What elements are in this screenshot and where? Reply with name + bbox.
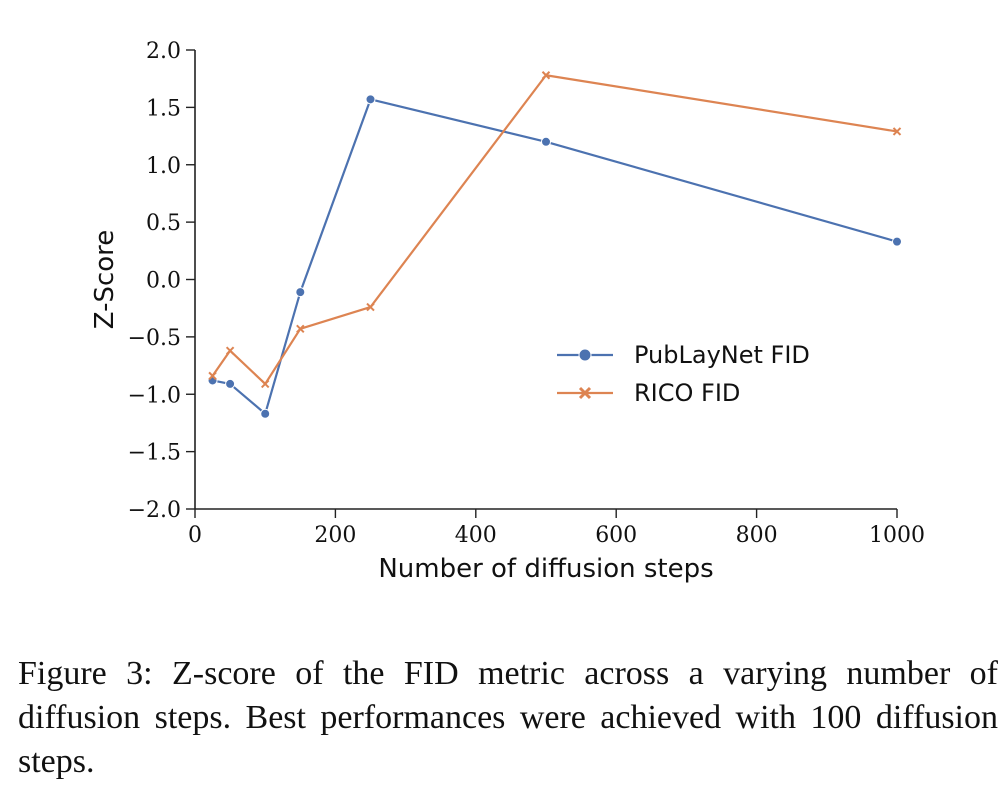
data-point [208,371,217,381]
y-tick-label: −1.0 [128,383,181,408]
y-axis-label: Z-Score [90,230,120,330]
data-point [541,136,551,147]
series-layer [207,71,902,419]
y-tick-label: 2.0 [146,39,181,64]
y-tick-label: −1.5 [128,441,181,466]
data-point [207,375,218,386]
x-tick-label: 1000 [869,523,925,548]
data-point [541,71,551,80]
legend-marker [578,348,592,362]
data-point [892,236,902,247]
x-tick-label: 200 [314,523,356,548]
series-line [211,74,898,386]
data-point [366,302,375,312]
y-tick-label: 0.5 [146,211,181,236]
x-tick-label: 400 [455,523,497,548]
x-tick-label: 600 [595,523,637,548]
x-tick-label: 800 [736,523,778,548]
data-point [260,408,271,419]
data-point [225,378,236,389]
data-point [295,287,306,298]
y-tick-label: 1.0 [146,154,181,179]
y-tick-label: −0.5 [128,326,181,351]
legend-item: PubLayNet FID [557,341,810,369]
legend: PubLayNet FID RICO FID [557,341,810,407]
data-point [296,324,305,334]
data-point [365,94,376,105]
data-point [260,379,270,389]
y-tick-label: −2.0 [128,498,181,523]
data-point [225,346,235,355]
figure-caption: Figure 3: Z-score of the FID metric acro… [18,655,998,780]
series-publaynet-fid [207,94,902,419]
series-rico-fid [208,71,902,389]
line-chart: −2.0 −1.5 −1.0 −0.5 0.0 0.5 1.0 1.5 2.0 0 200 400 60… [90,39,925,584]
legend-item: RICO FID [557,379,740,407]
legend-label: RICO FID [634,379,740,407]
x-axis-label: Number of diffusion steps [378,554,713,584]
axes: −2.0 −1.5 −1.0 −0.5 0.0 0.5 1.0 1.5 2.0 0 200 400 60… [128,39,925,548]
legend-marker [578,386,592,400]
x-tick-label: 0 [188,523,202,548]
data-point [892,127,902,136]
legend-label: PubLayNet FID [634,341,810,369]
y-tick-label: 1.5 [146,96,181,121]
y-tick-label: 0.0 [146,269,181,294]
